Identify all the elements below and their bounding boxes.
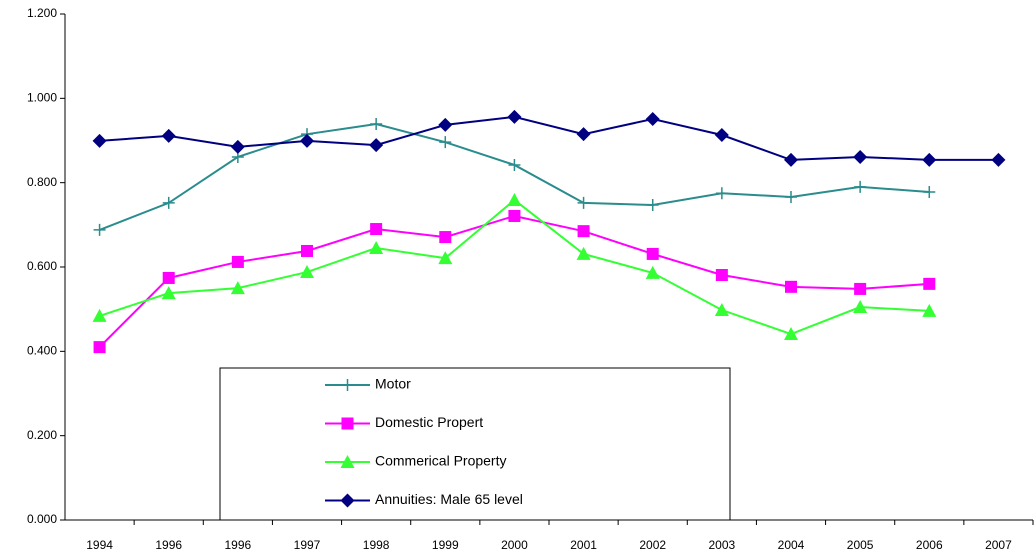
point	[507, 192, 522, 206]
point	[230, 139, 245, 154]
x-tick-label: 2002	[639, 538, 666, 552]
point	[438, 117, 453, 132]
y-tick-label: 1.000	[27, 91, 57, 105]
point	[922, 303, 937, 317]
series-line	[98, 214, 930, 348]
point	[576, 127, 591, 142]
point	[300, 265, 314, 279]
legend-marker	[341, 417, 354, 430]
legend-label: Domestic Propert	[375, 414, 483, 430]
x-tick-label: 2005	[847, 538, 874, 552]
point	[370, 118, 383, 131]
point	[853, 300, 868, 314]
point	[230, 281, 245, 295]
y-tick-label: 0.400	[27, 344, 57, 358]
point	[93, 341, 106, 354]
point	[438, 251, 453, 265]
point	[646, 247, 659, 260]
point	[784, 152, 798, 167]
point	[231, 255, 244, 268]
x-tick-label: 1994	[86, 538, 113, 552]
point	[369, 241, 384, 255]
x-tick-label: 1997	[294, 538, 321, 552]
y-tick-label: 0.000	[27, 512, 57, 526]
point	[646, 199, 659, 212]
point	[162, 196, 175, 209]
point	[923, 277, 936, 290]
point	[645, 265, 660, 279]
point	[714, 128, 729, 143]
point	[508, 209, 521, 222]
point	[784, 327, 798, 341]
point	[507, 109, 522, 124]
point	[991, 152, 1006, 167]
point	[854, 180, 867, 193]
x-tick-label: 2007	[985, 538, 1012, 552]
x-tick-label: 2003	[709, 538, 736, 552]
point	[577, 225, 590, 238]
x-tick-label: 1996	[225, 538, 252, 552]
point	[162, 271, 175, 284]
x-tick-label: 2004	[778, 538, 805, 552]
x-tick-label: 2006	[916, 538, 943, 552]
point	[923, 185, 936, 198]
y-tick-label: 0.600	[27, 259, 57, 273]
point	[785, 280, 797, 293]
point	[369, 138, 384, 153]
legend-box	[219, 367, 731, 521]
point	[577, 196, 590, 209]
y-tick-label: 1.200	[27, 6, 57, 20]
x-tick-label: 1996	[155, 538, 182, 552]
point	[922, 152, 937, 167]
x-tick-label: 1999	[432, 538, 459, 552]
point	[714, 303, 729, 317]
point	[439, 231, 452, 244]
point	[508, 158, 521, 171]
point	[93, 223, 106, 236]
point	[645, 111, 660, 126]
point	[301, 244, 313, 257]
y-tick-label: 0.200	[27, 428, 57, 442]
point	[785, 191, 797, 204]
legend-marker	[340, 493, 355, 508]
x-tick-label: 2000	[501, 538, 528, 552]
point	[161, 286, 176, 300]
point	[161, 128, 176, 143]
x-tick-label: 2001	[570, 538, 597, 552]
legend-marker	[340, 455, 355, 468]
legend-marker	[341, 379, 354, 391]
series-line	[99, 115, 999, 161]
x-tick-label: 1998	[363, 538, 390, 552]
point	[439, 136, 452, 149]
point	[92, 133, 107, 148]
point	[853, 149, 868, 164]
point	[715, 187, 728, 200]
point	[92, 308, 107, 322]
point	[300, 133, 314, 148]
legend-label: Motor	[375, 376, 411, 392]
point	[576, 246, 591, 260]
point	[715, 269, 728, 282]
point	[854, 282, 867, 295]
legend-label: Commerical Property	[375, 453, 506, 469]
point	[370, 223, 383, 236]
legend-label: Annuities: Male 65 level	[375, 491, 523, 507]
y-tick-label: 0.800	[27, 175, 57, 189]
